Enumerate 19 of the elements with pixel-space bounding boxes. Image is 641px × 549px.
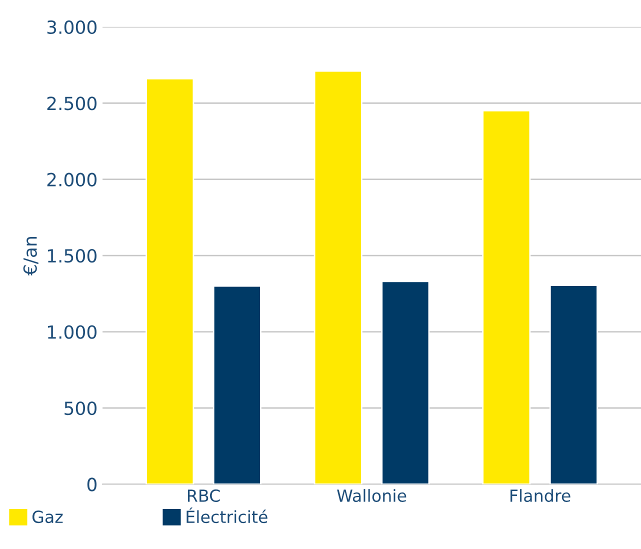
y-tick-label: 1.500	[48, 249, 96, 263]
bar	[482, 110, 531, 484]
bar	[146, 78, 194, 484]
y-tick-label: 500	[64, 401, 96, 416]
legend-label: Électricité	[186, 507, 268, 524]
x-tick-label: Wallonie	[337, 489, 406, 502]
x-tick-label: RBC	[188, 489, 220, 502]
y-tick-label: 0	[87, 478, 96, 492]
bar	[381, 280, 430, 484]
legend-label: Gaz	[32, 510, 63, 524]
y-axis-title: €/an	[23, 237, 38, 276]
y-tick-label: 3.000	[47, 20, 96, 34]
y-tick-label: 2.000	[47, 172, 96, 186]
bar	[212, 285, 262, 484]
y-tick-label: 1.000	[48, 325, 96, 339]
x-tick-label: Flandre	[510, 489, 570, 502]
bar	[549, 284, 598, 484]
bar	[314, 70, 362, 484]
y-tick-label: 2.500	[47, 96, 96, 110]
